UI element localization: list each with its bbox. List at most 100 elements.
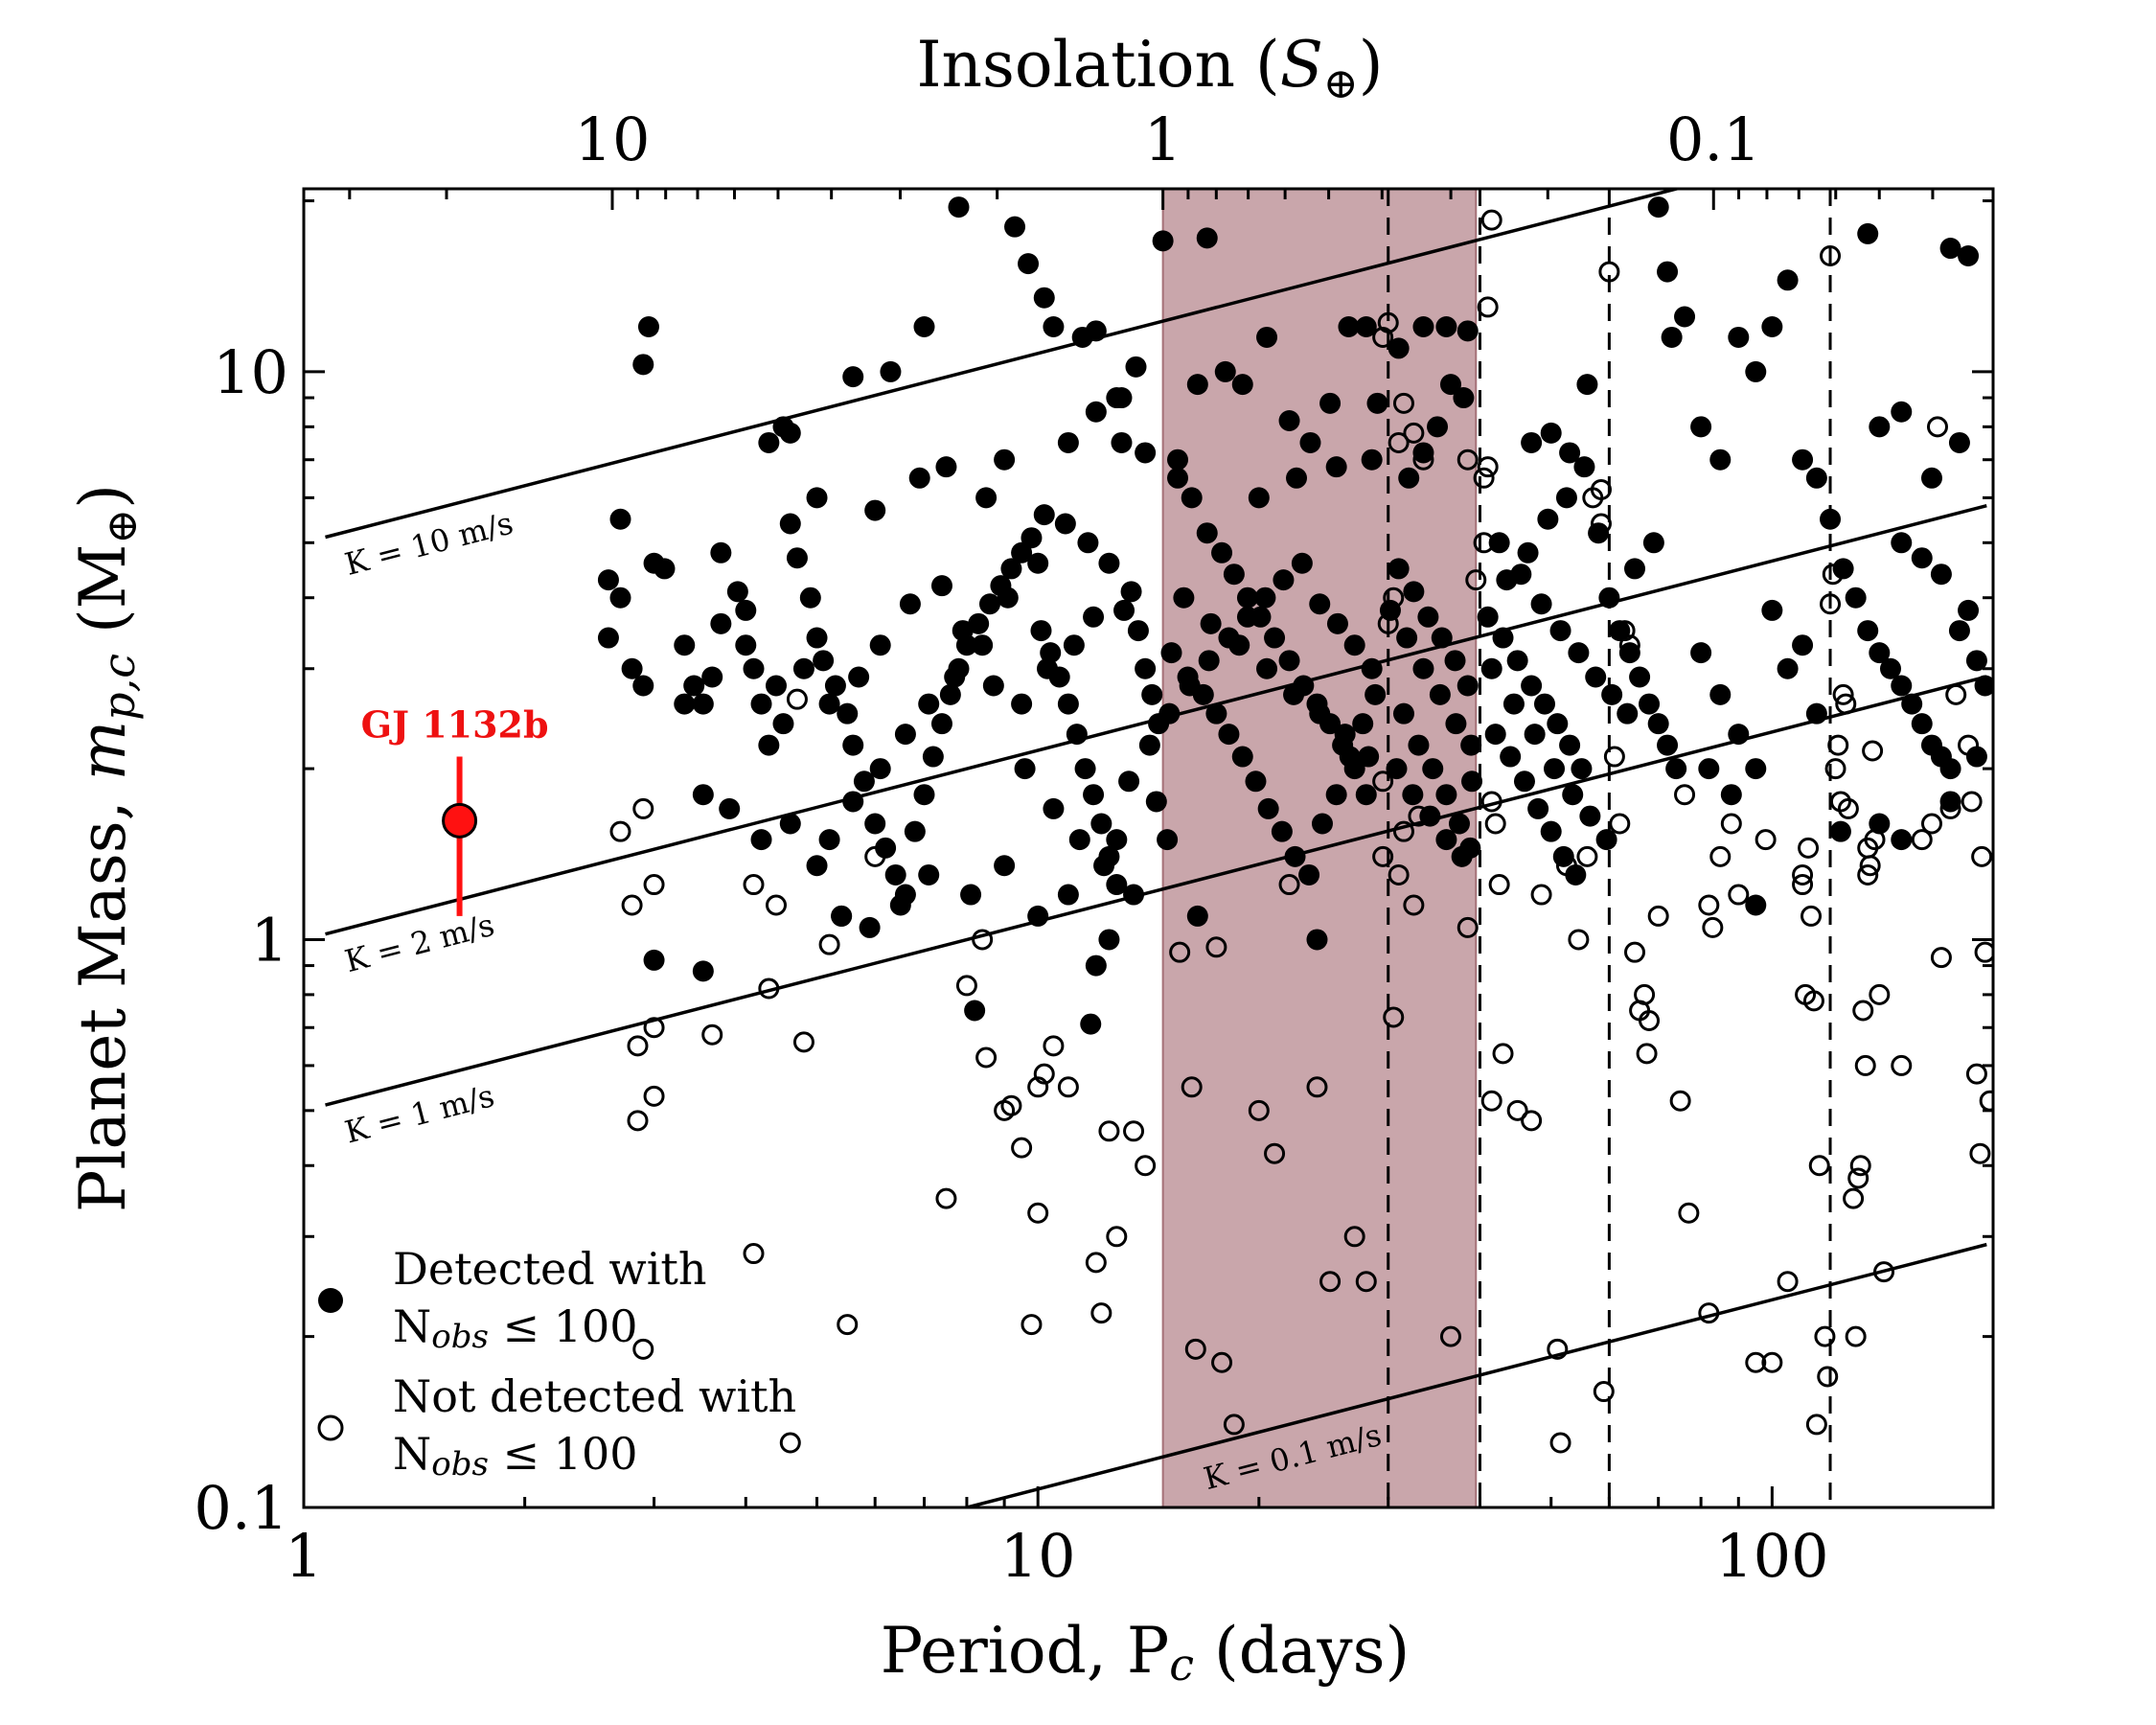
detected-point-171 (1435, 316, 1457, 338)
detected-point-132 (1218, 724, 1240, 746)
undetected-point-101 (1634, 983, 1656, 1005)
undetected-point-23 (972, 929, 994, 951)
undetected-point-84 (1530, 884, 1552, 906)
undetected-point-136 (1837, 797, 1859, 819)
detected-point-168 (1453, 387, 1475, 409)
detected-point-225 (1690, 416, 1712, 438)
detected-point-142 (1352, 713, 1374, 735)
detected-point-107 (964, 1000, 986, 1022)
undetected-point-66 (1372, 326, 1394, 348)
undetected-point-71 (1465, 569, 1487, 591)
detected-point-303 (944, 666, 966, 688)
detected-point-9 (674, 634, 696, 656)
undetected-point-93 (1593, 1381, 1615, 1403)
detected-point-229 (1761, 316, 1783, 338)
detected-point-117 (1223, 564, 1245, 586)
detected-point-347 (1510, 564, 1532, 586)
undetected-point-151 (1920, 813, 1942, 835)
detected-point-78 (1033, 287, 1055, 309)
detected-point-237 (1845, 586, 1867, 609)
top-tick-label-0.1: 0.1 (1666, 104, 1761, 174)
y-axis-title: Planet Mass, mp,c (M⊕) (66, 484, 147, 1212)
detected-point-12 (701, 666, 723, 688)
detected-point-70 (1085, 954, 1107, 977)
y-tick-label-0.1: 0.1 (194, 1473, 288, 1543)
detected-point-211 (1576, 374, 1598, 396)
detected-point-153 (1403, 581, 1425, 603)
undetected-point-105 (1669, 1090, 1691, 1112)
detected-point-127 (1355, 784, 1377, 806)
detected-point-290 (848, 666, 870, 688)
undetected-point-13 (818, 933, 840, 955)
undetected-point-26 (1000, 1094, 1022, 1116)
detected-point-320 (1254, 586, 1276, 609)
detected-point-33 (904, 820, 926, 842)
detected-point-44 (1011, 541, 1033, 564)
detected-point-256 (1920, 467, 1942, 489)
undetected-point-153 (1945, 683, 1967, 705)
detected-point-27 (842, 734, 864, 756)
detected-point-201 (1552, 845, 1574, 867)
detected-point-64 (889, 894, 911, 916)
top-axis-title: Insolation (S⊕) (916, 28, 1383, 108)
detected-point-335 (1419, 805, 1441, 827)
detected-point-36 (930, 713, 952, 735)
undetected-point-111 (1709, 845, 1732, 867)
undetected-point-121 (1798, 837, 1820, 859)
detected-point-308 (818, 829, 840, 851)
detected-point-55 (1106, 874, 1128, 896)
detected-point-227 (1728, 326, 1750, 348)
detected-point-165 (1412, 442, 1434, 464)
detected-point-175 (1256, 326, 1278, 348)
detected-point-128 (1160, 642, 1182, 664)
detected-point-257 (1948, 431, 1970, 453)
undetected-point-156 (1965, 1063, 1987, 1085)
detected-point-116 (1211, 541, 1233, 564)
undetected-point-39 (1135, 1155, 1157, 1177)
undetected-point-141 (1852, 1000, 1874, 1022)
detected-point-162 (1448, 813, 1470, 835)
undetected-point-58 (1403, 894, 1425, 916)
undetected-point-118 (1792, 863, 1814, 886)
undetected-point-148 (1873, 1261, 1895, 1283)
detected-point-72 (842, 366, 864, 388)
plot-frame (302, 187, 1995, 1509)
detected-point-67 (994, 855, 1016, 877)
detected-point-296 (674, 693, 696, 715)
detected-point-236 (1832, 558, 1854, 580)
undetected-point-63 (1392, 392, 1414, 414)
undetected-point-83 (1521, 1110, 1543, 1132)
detected-point-322 (1291, 552, 1313, 574)
undetected-point-3 (643, 874, 665, 896)
detected-point-248 (1958, 599, 1980, 621)
detected-point-272 (1829, 820, 1851, 842)
undetected-point-44 (1211, 1351, 1233, 1373)
detected-point-293 (765, 675, 787, 697)
detected-point-115 (1196, 522, 1218, 544)
detected-point-57 (1120, 581, 1142, 603)
detected-point-100 (692, 784, 714, 806)
undetected-point-124 (1805, 1414, 1827, 1436)
detected-point-284 (1083, 606, 1105, 628)
undetected-point-22 (955, 975, 977, 997)
detected-point-213 (1598, 586, 1620, 609)
detected-point-25 (824, 675, 846, 697)
legend-not-detected-line2: Nobs ≤ 100 (393, 1428, 638, 1484)
undetected-point-131 (1824, 758, 1846, 780)
detected-point-88 (643, 552, 665, 574)
detected-point-108 (1080, 1013, 1102, 1035)
detected-point-205 (1537, 508, 1559, 530)
detected-point-84 (1125, 356, 1147, 378)
undetected-point-51 (1343, 1226, 1365, 1248)
detected-point-177 (1299, 431, 1321, 453)
detected-point-0 (597, 569, 619, 591)
undetected-point-54 (1372, 770, 1394, 793)
detected-point-183 (1167, 448, 1189, 471)
detected-point-144 (1173, 586, 1195, 609)
undetected-point-163 (1926, 416, 1948, 438)
detected-point-240 (1879, 657, 1901, 679)
detected-point-139 (1311, 813, 1333, 835)
detected-point-151 (1358, 746, 1380, 768)
detected-point-263 (1728, 724, 1750, 746)
undetected-point-132 (1827, 734, 1849, 756)
